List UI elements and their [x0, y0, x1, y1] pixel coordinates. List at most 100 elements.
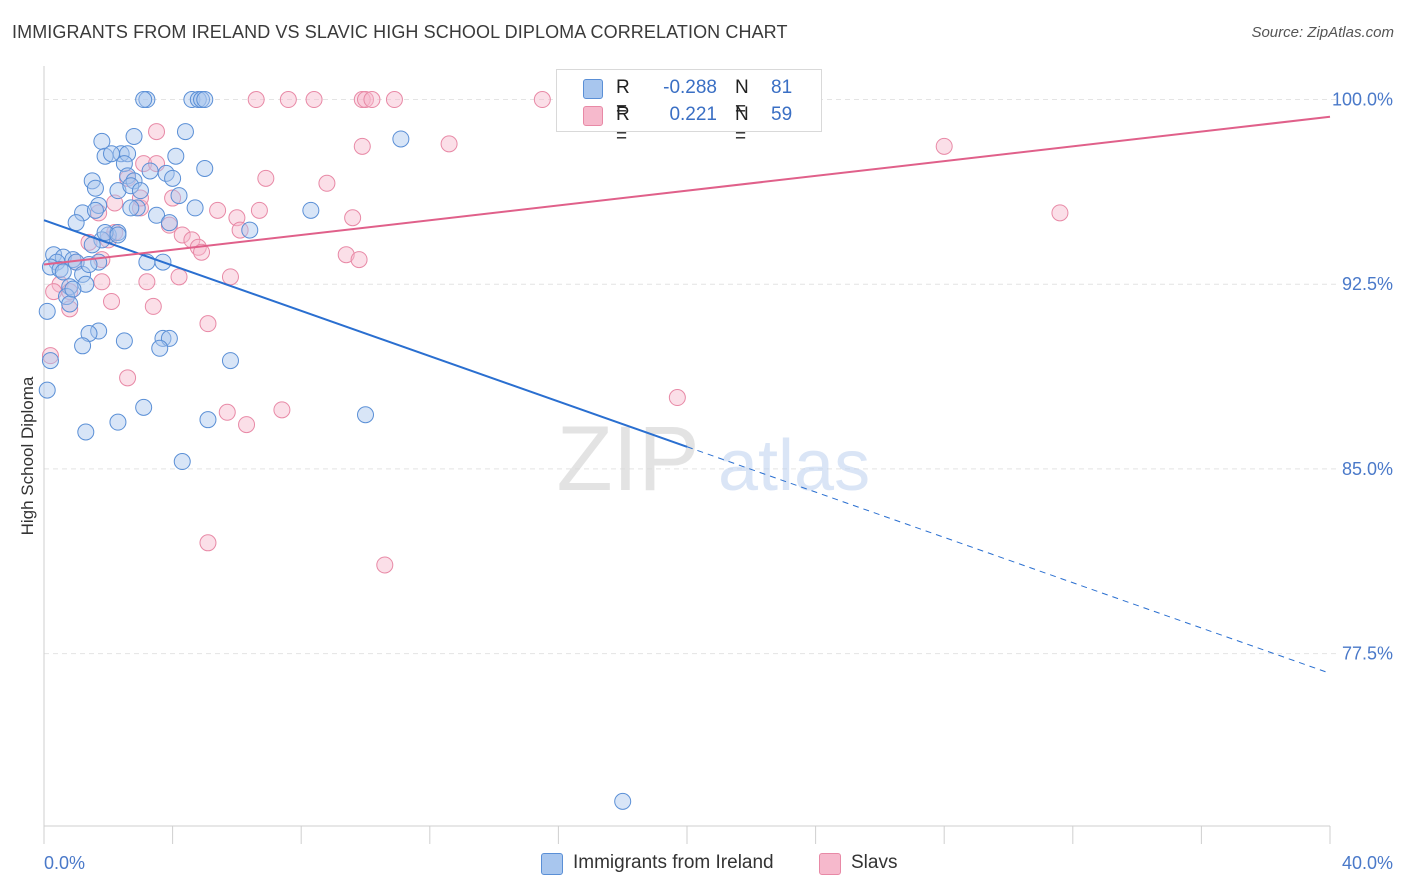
ireland-point — [221, 352, 239, 370]
slavs-point — [337, 246, 355, 264]
ireland-point — [109, 182, 127, 200]
ireland-point — [77, 275, 95, 293]
slavs-point — [144, 297, 162, 315]
slavs-point — [350, 251, 368, 269]
ireland-point — [154, 329, 172, 347]
ireland-point — [74, 337, 92, 355]
slavs-point — [93, 273, 111, 291]
legend-n-value: 59 — [771, 104, 793, 125]
slavs-point — [533, 91, 551, 109]
ireland-point — [51, 260, 69, 278]
ireland-point — [357, 406, 374, 424]
slavs-point — [138, 273, 156, 291]
slavs-point — [41, 347, 59, 365]
trend-lines — [43, 115, 1331, 674]
ireland-point — [135, 91, 153, 109]
slavs-point — [173, 226, 191, 244]
slavs-point — [257, 169, 275, 187]
slavs-point — [357, 91, 374, 109]
correlation-legend: R = -0.288 N = 81 R = 0.221 N = 59 — [556, 69, 822, 147]
ireland-point — [122, 177, 140, 195]
ireland-point — [115, 332, 133, 350]
slavs-point — [279, 91, 297, 109]
ireland-point — [173, 453, 191, 471]
ireland-point — [392, 130, 410, 148]
slavs-point — [231, 221, 249, 239]
slavs-point — [247, 91, 265, 109]
slavs-point — [103, 292, 121, 310]
ireland-point — [74, 265, 92, 283]
ireland-point — [135, 398, 153, 416]
slavs-legend-swatch — [819, 853, 841, 875]
slavs-point — [250, 201, 268, 219]
ireland-point — [196, 91, 214, 109]
legend-n-label: N = — [735, 104, 749, 147]
ireland-point — [41, 352, 59, 370]
ireland-point — [90, 322, 108, 340]
slavs-point — [170, 268, 188, 286]
axes — [43, 66, 1331, 844]
ireland-point — [176, 123, 194, 141]
slavs-point — [199, 315, 217, 333]
ireland-point — [131, 182, 149, 200]
slavs-point — [209, 201, 227, 219]
ireland-point — [614, 792, 632, 810]
y-tick-label: 92.5% — [1342, 274, 1393, 294]
legend-r-value: -0.288 — [663, 77, 717, 98]
ireland-trend-extension — [686, 446, 1331, 674]
legend-r-label: R = — [616, 104, 630, 147]
ireland-legend-swatch — [541, 853, 563, 875]
ireland-point — [86, 201, 104, 219]
ireland-point — [125, 172, 143, 190]
slavs-point — [221, 268, 239, 286]
slavs-point — [45, 283, 63, 301]
y-tick-label: 77.5% — [1342, 644, 1393, 664]
ireland-point — [151, 339, 169, 357]
ireland-point — [61, 295, 79, 313]
ireland-point — [90, 196, 108, 214]
slavs-trend-line — [43, 115, 1331, 266]
slavs-point — [305, 91, 323, 109]
watermark-atlas: atlas — [718, 426, 870, 506]
ireland-point — [54, 263, 72, 281]
slavs-point — [344, 209, 362, 227]
slavs-point — [193, 243, 211, 261]
slavs-point — [148, 123, 166, 141]
ireland-swatch — [583, 79, 603, 99]
slavs-point — [119, 369, 137, 387]
slavs-point — [1051, 204, 1069, 222]
legend-r-label: R = — [616, 77, 630, 120]
slavs-point — [318, 174, 336, 192]
slavs-point — [238, 416, 256, 434]
y-tick-label: 85.0% — [1342, 459, 1393, 479]
ireland-trend-line — [43, 219, 688, 448]
slavs-swatch — [583, 106, 603, 126]
slavs-points — [41, 91, 1069, 574]
slavs-legend-label: Slavs — [851, 852, 898, 873]
x-tick-label: 0.0% — [44, 853, 85, 873]
ireland-point — [109, 413, 127, 431]
ireland-legend-label: Immigrants from Ireland — [573, 852, 774, 873]
slavs-point — [199, 534, 217, 552]
ireland-point — [241, 221, 259, 239]
source-label: Source: ZipAtlas.com — [1251, 24, 1394, 41]
legend-r-value: 0.221 — [669, 104, 717, 125]
chart-title: IMMIGRANTS FROM IRELAND VS SLAVIC HIGH S… — [12, 22, 788, 42]
ireland-point — [167, 147, 185, 165]
y-tick-label: 100.0% — [1332, 90, 1393, 110]
ireland-point — [86, 179, 104, 197]
ireland-point — [125, 127, 143, 145]
ireland-point — [141, 162, 159, 180]
slavs-point — [273, 401, 291, 419]
ireland-point — [109, 226, 127, 244]
ireland-point — [199, 411, 217, 429]
ireland-point — [74, 204, 92, 222]
ireland-point — [38, 302, 56, 320]
ireland-point — [302, 201, 320, 219]
ireland-point — [186, 199, 204, 217]
slavs-point — [353, 137, 371, 155]
ireland-point — [67, 214, 85, 232]
slavs-point — [376, 556, 394, 574]
slavs-point — [668, 389, 686, 407]
